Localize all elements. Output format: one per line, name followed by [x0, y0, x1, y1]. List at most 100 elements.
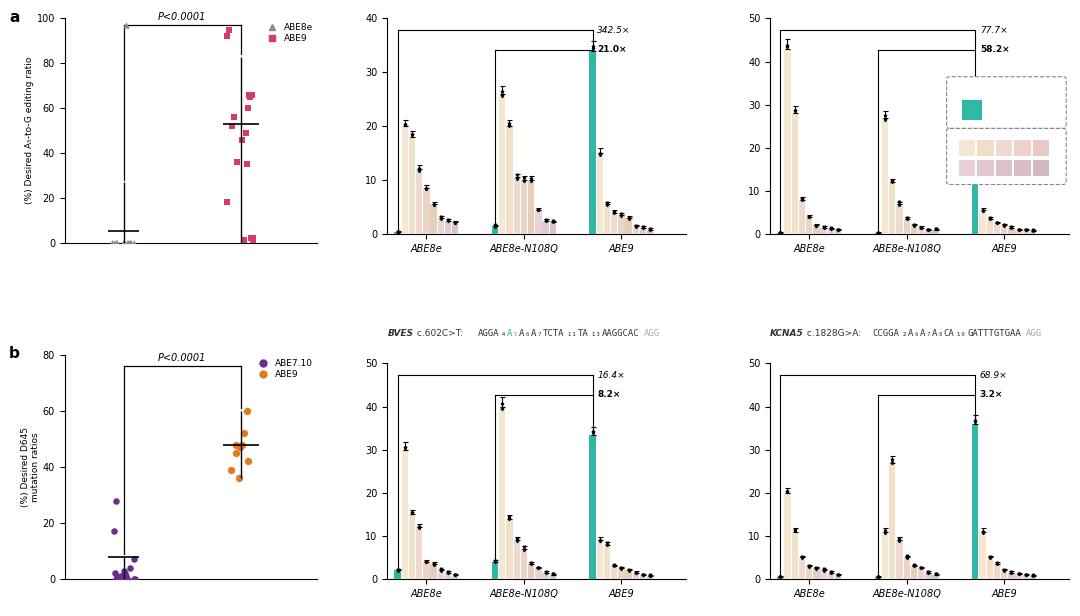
Bar — [835, 230, 841, 234]
Point — [122, 238, 139, 248]
Bar — [423, 562, 430, 579]
Text: ₁₁: ₁₁ — [566, 328, 577, 338]
Point — [108, 238, 125, 248]
Point — [241, 92, 258, 102]
Text: Perfect edits:: Perfect edits: — [959, 87, 1009, 97]
Point — [112, 574, 130, 584]
Bar — [507, 519, 513, 579]
Bar — [1032, 160, 1050, 176]
Point — [218, 197, 235, 207]
Bar — [402, 450, 408, 579]
Bar — [986, 557, 993, 579]
Bar — [875, 233, 881, 234]
Text: AGG: AGG — [1026, 328, 1042, 338]
Bar — [625, 218, 632, 234]
Bar — [896, 540, 903, 579]
Point — [118, 20, 135, 30]
Bar — [994, 564, 1000, 579]
Bar — [536, 568, 541, 579]
Bar — [996, 160, 1012, 176]
Point — [119, 574, 136, 584]
Bar — [1030, 576, 1037, 579]
Bar — [521, 180, 527, 234]
Bar — [499, 94, 505, 234]
Bar — [445, 573, 451, 579]
Bar — [959, 160, 975, 176]
Bar — [980, 532, 986, 579]
Bar — [792, 113, 798, 234]
Bar — [994, 223, 1000, 234]
Bar — [910, 566, 917, 579]
Point — [121, 238, 138, 248]
Text: CCGGA: CCGGA — [872, 328, 899, 338]
Text: P<0.0001: P<0.0001 — [158, 353, 206, 363]
Bar — [972, 424, 978, 579]
Bar — [1009, 573, 1014, 579]
Point — [121, 238, 138, 248]
Bar — [437, 218, 444, 234]
Bar — [778, 233, 783, 234]
Point — [218, 31, 235, 41]
Legend: ABE8e, ABE9: ABE8e, ABE9 — [262, 23, 313, 43]
Bar — [640, 575, 646, 579]
Point — [125, 574, 143, 584]
Point — [242, 233, 259, 243]
Bar — [550, 575, 556, 579]
Bar — [604, 545, 610, 579]
Text: 342.5×: 342.5× — [597, 26, 631, 35]
Text: a: a — [10, 9, 19, 25]
Bar — [889, 463, 895, 579]
Bar — [904, 557, 909, 579]
Text: 21.0×: 21.0× — [597, 45, 626, 54]
Point — [117, 571, 134, 581]
Bar — [491, 226, 498, 234]
Point — [108, 496, 125, 506]
Text: 58.2×: 58.2× — [980, 45, 1010, 54]
Bar — [799, 557, 805, 579]
Text: 8.2×: 8.2× — [597, 390, 620, 399]
Text: A: A — [507, 328, 512, 338]
Text: c.602C>T:: c.602C>T: — [415, 328, 469, 338]
Text: ₇: ₇ — [537, 328, 542, 338]
Text: ₂: ₂ — [902, 328, 907, 338]
Point — [112, 571, 130, 581]
Bar — [972, 174, 978, 234]
Bar — [445, 221, 451, 234]
Text: 16.4×: 16.4× — [597, 371, 624, 380]
Point — [222, 121, 240, 131]
Bar — [647, 230, 653, 234]
Bar — [431, 205, 436, 234]
Bar — [918, 568, 924, 579]
Point — [107, 238, 124, 248]
Bar — [918, 227, 924, 234]
Bar — [806, 217, 812, 234]
Text: Invalid edits:: Invalid edits: — [959, 139, 1008, 148]
Bar — [640, 227, 646, 234]
Text: ₇: ₇ — [926, 328, 931, 338]
Bar — [882, 532, 888, 579]
Bar — [416, 527, 422, 579]
Bar — [882, 118, 888, 234]
Point — [104, 238, 121, 248]
Bar — [618, 215, 624, 234]
Bar — [536, 210, 541, 234]
Text: KCNA5: KCNA5 — [770, 328, 804, 338]
Bar — [394, 232, 401, 234]
Bar — [499, 407, 505, 579]
Bar — [611, 566, 618, 579]
Text: TA: TA — [578, 328, 589, 338]
Bar — [821, 570, 827, 579]
Point — [239, 160, 256, 169]
Point — [119, 238, 136, 248]
Bar — [590, 434, 596, 579]
Text: ₆: ₆ — [914, 328, 919, 338]
Text: ₄: ₄ — [501, 328, 507, 338]
Point — [116, 565, 133, 575]
Bar — [996, 140, 1012, 156]
Point — [228, 448, 245, 458]
Text: ₈: ₈ — [937, 328, 943, 338]
Bar — [521, 549, 527, 579]
Text: BVES: BVES — [388, 328, 414, 338]
Bar — [453, 222, 459, 234]
FancyBboxPatch shape — [946, 76, 1066, 129]
